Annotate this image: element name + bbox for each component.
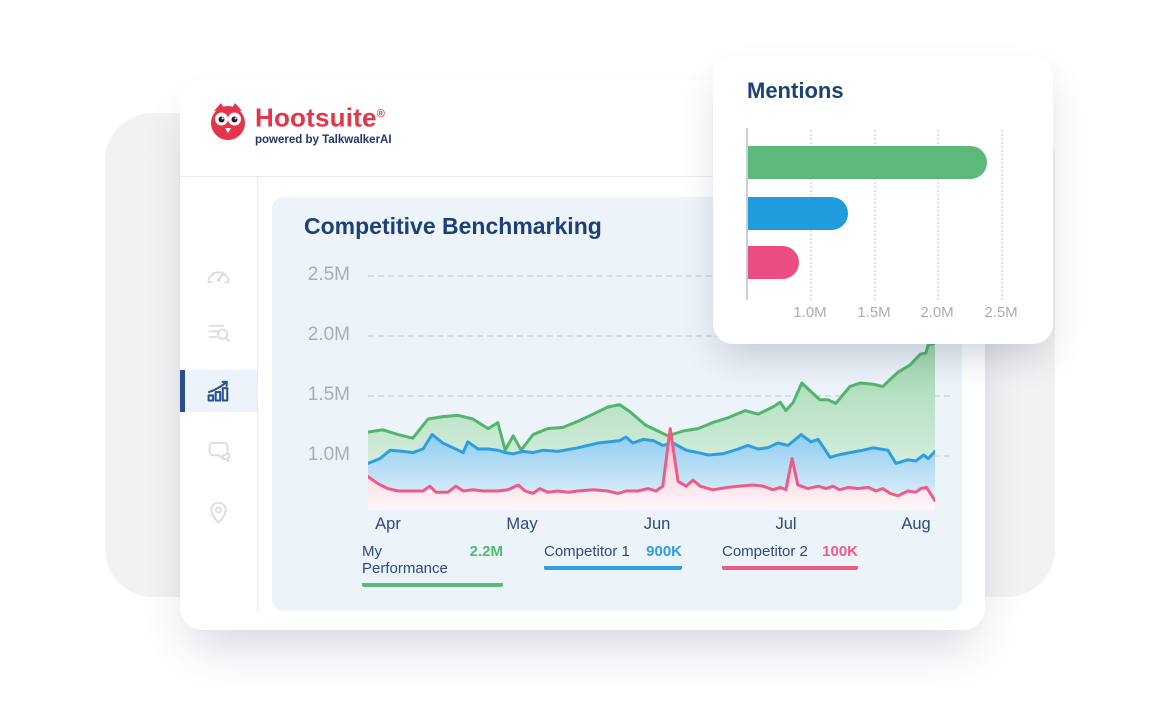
app-header: Hootsuite® powered by TalkwalkerAI bbox=[180, 80, 985, 177]
panel-title: Competitive Benchmarking bbox=[304, 213, 602, 239]
series-line-my-performance bbox=[368, 341, 935, 452]
legend-item-my-performance[interactable]: My Performance 2.2M bbox=[362, 543, 503, 587]
header-divider bbox=[180, 176, 985, 177]
sidebar-divider bbox=[257, 177, 258, 612]
mentions-gridline-2-0m bbox=[937, 130, 939, 300]
mentions-y-axis bbox=[746, 128, 748, 300]
legend-label: Competitor 2 bbox=[722, 543, 808, 560]
y-tick-label: 1.5M bbox=[307, 384, 350, 405]
chat-bubbles-icon bbox=[208, 441, 231, 462]
x-tick-label: May bbox=[506, 515, 538, 533]
legend-value: 2.2M bbox=[469, 543, 503, 560]
legend-item-competitor-1[interactable]: Competitor 1 900K bbox=[544, 543, 682, 570]
legend-label: Competitor 1 bbox=[544, 543, 630, 560]
sidebar-nav bbox=[180, 177, 257, 612]
mentions-x-tick: 2.5M bbox=[984, 304, 1018, 321]
gridline-2-0m bbox=[368, 335, 950, 337]
mentions-gridline-1-5m bbox=[874, 130, 876, 300]
mentions-title: Mentions bbox=[747, 78, 844, 103]
location-pin-icon bbox=[210, 501, 227, 524]
y-tick-label: 1.0M bbox=[307, 444, 350, 465]
legend-item-competitor-2[interactable]: Competitor 2 100K bbox=[722, 543, 858, 570]
sidebar-item-dashboard[interactable] bbox=[180, 254, 257, 296]
registered-mark: ® bbox=[376, 108, 385, 120]
legend-value: 100K bbox=[822, 543, 858, 560]
logo-wordmark: Hootsuite® bbox=[255, 102, 385, 133]
sidebar-item-geo[interactable] bbox=[180, 491, 257, 533]
x-tick-label: Aug bbox=[901, 515, 931, 533]
sidebar-item-messages[interactable] bbox=[180, 431, 257, 473]
owl-logo-icon bbox=[211, 103, 245, 140]
sidebar-item-analytics[interactable] bbox=[180, 370, 257, 412]
x-tick-label: Apr bbox=[375, 515, 401, 533]
legend-value: 900K bbox=[646, 543, 682, 560]
speedometer-icon bbox=[207, 270, 230, 283]
y-tick-label: 2.5M bbox=[307, 264, 350, 285]
active-indicator bbox=[180, 370, 185, 412]
mentions-x-tick: 1.0M bbox=[793, 304, 827, 321]
mentions-bar-competitor-2 bbox=[748, 246, 799, 279]
benchmarking-line-chart bbox=[368, 341, 935, 510]
logo-text-block: Hootsuite® powered by TalkwalkerAI bbox=[255, 101, 392, 146]
gridline-2-5m bbox=[368, 275, 950, 277]
logo-tagline: powered by TalkwalkerAI bbox=[255, 133, 392, 146]
sidebar-item-search[interactable] bbox=[180, 311, 257, 353]
mentions-bar-competitor-1 bbox=[748, 197, 848, 230]
legend-label: My Performance bbox=[362, 543, 448, 577]
mentions-x-tick: 2.0M bbox=[920, 304, 954, 321]
y-tick-label: 2.0M bbox=[307, 324, 350, 345]
mentions-x-tick: 1.5M bbox=[857, 304, 891, 321]
mentions-card: Mentions 1.0M 1.5M 2.0M 2.5M bbox=[713, 56, 1053, 344]
mentions-gridline-2-5m bbox=[1001, 130, 1003, 300]
series-line-competitor-2 bbox=[368, 427, 935, 503]
x-tick-label: Jul bbox=[775, 515, 797, 533]
list-search-icon bbox=[208, 324, 231, 342]
bar-chart-trend-icon bbox=[207, 380, 229, 402]
gridline-1-5m bbox=[368, 395, 950, 397]
series-line-competitor-1 bbox=[368, 433, 935, 465]
hootsuite-logo[interactable]: Hootsuite® powered by TalkwalkerAI bbox=[208, 101, 392, 146]
mentions-bar-my-performance bbox=[748, 146, 987, 179]
x-tick-label: Jun bbox=[643, 515, 671, 533]
